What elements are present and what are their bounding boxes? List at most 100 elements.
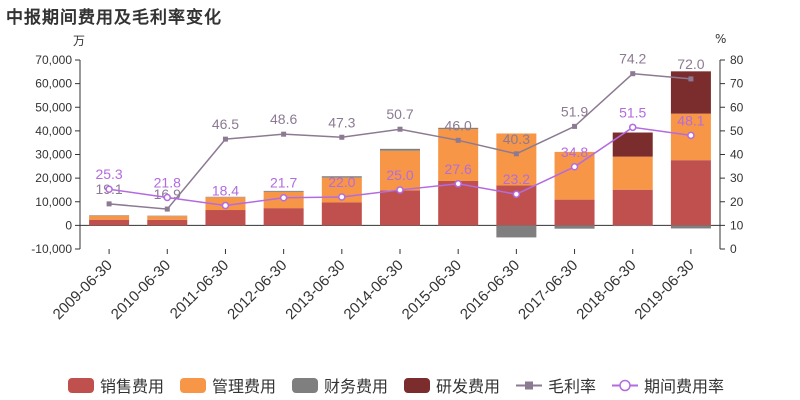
- series-point: [164, 206, 170, 212]
- data-label: 21.8: [154, 174, 181, 190]
- series-point: [339, 134, 345, 140]
- bar-segment: [89, 215, 130, 220]
- data-label: 48.6: [270, 111, 297, 127]
- bar-segment: [380, 190, 420, 226]
- x-axis-tick-label: 2013-06-30: [282, 257, 348, 323]
- legend-item-admin[interactable]: 管理费用: [180, 374, 276, 396]
- series-point: [221, 201, 230, 210]
- bar-segment: [147, 216, 188, 220]
- legend-item-rnd[interactable]: 研发费用: [404, 374, 500, 396]
- bar-segment: [263, 208, 304, 226]
- right-axis-tick-label: 70: [730, 77, 744, 91]
- data-label: 21.7: [270, 175, 297, 191]
- legend-marker-expense-ratio: [612, 379, 638, 391]
- legend-label-finance: 财务费用: [324, 377, 389, 396]
- bar-segment: [670, 160, 711, 226]
- bar-segment: [496, 133, 537, 186]
- legend-swatch-rnd: [404, 377, 430, 393]
- bar-segment: [554, 151, 595, 200]
- left-axis-tick-label: 60,000: [35, 77, 72, 91]
- data-label: 40.3: [503, 131, 530, 147]
- bar-segment: [438, 127, 479, 129]
- left-axis-tick-label: 30,000: [35, 148, 72, 162]
- left-axis-tick-label: 20,000: [35, 171, 72, 185]
- legend-swatch-admin: [180, 377, 206, 393]
- chart-title: 中报期间费用及毛利率变化: [6, 8, 222, 28]
- data-label: 18.4: [212, 183, 239, 199]
- series-point: [338, 193, 346, 201]
- bar-segment: [205, 210, 246, 226]
- series-point: [163, 193, 172, 202]
- bar-segment: [438, 180, 479, 226]
- right-axis-tick-label: 0: [730, 242, 737, 256]
- right-axis-tick-label: 10: [730, 218, 744, 232]
- bar-segment: [380, 148, 420, 151]
- bar-segment: [147, 219, 188, 226]
- series-point: [106, 201, 112, 207]
- bar-segment: [612, 225, 653, 227]
- left-axis-unit: 万: [73, 34, 86, 48]
- data-label: 34.8: [561, 144, 588, 160]
- legend-item-gross-margin[interactable]: 毛利率: [516, 374, 596, 396]
- series-point: [397, 126, 403, 132]
- bar-segment: [321, 176, 362, 178]
- data-label: 47.3: [328, 114, 355, 130]
- data-label: 25.0: [386, 167, 413, 183]
- x-axis-tick-label: 2015-06-30: [399, 257, 465, 323]
- legend-label-rnd: 研发费用: [436, 377, 501, 396]
- right-axis-tick-label: 40: [730, 148, 744, 162]
- left-axis-tick-label: 10,000: [35, 195, 72, 209]
- series-point: [572, 123, 578, 129]
- bar-segment: [612, 189, 653, 226]
- series-point: [628, 123, 637, 132]
- left-axis-tick-label: -10,000: [31, 242, 72, 256]
- series-point: [454, 180, 462, 188]
- left-axis-tick-label: 50,000: [35, 100, 72, 114]
- right-axis-tick-label: 30: [730, 171, 744, 185]
- data-label: 23.2: [503, 171, 530, 187]
- legend-marker-gross-margin: [516, 381, 542, 389]
- series-point: [222, 136, 228, 142]
- series-point: [513, 151, 519, 157]
- right-axis-tick-label: 20: [730, 195, 744, 209]
- bar-segment: [554, 199, 595, 226]
- x-axis-tick-label: 2017-06-30: [515, 257, 581, 323]
- series-point: [688, 76, 694, 82]
- data-label: 25.3: [95, 166, 122, 182]
- x-axis-tick-label: 2012-06-30: [224, 257, 290, 323]
- x-axis-tick-label: 2016-06-30: [457, 257, 523, 323]
- data-label: 51.5: [619, 104, 646, 120]
- legend-label-gross-margin: 毛利率: [548, 377, 597, 396]
- bar-segment: [496, 225, 537, 238]
- bar-segment: [89, 219, 130, 226]
- data-label: 48.1: [677, 112, 704, 128]
- bar-segment: [612, 156, 653, 190]
- legend-item-expense-ratio[interactable]: 期间费用率: [612, 374, 724, 396]
- legend-label-admin: 管理费用: [212, 377, 277, 396]
- data-label: 22.0: [328, 174, 355, 190]
- series-point: [281, 131, 287, 137]
- series-point: [279, 193, 288, 202]
- data-label: 27.6: [445, 161, 472, 177]
- right-axis-tick-label: 50: [730, 124, 744, 138]
- data-label: 51.9: [561, 103, 588, 119]
- data-label: 46.0: [445, 117, 472, 133]
- x-axis-tick-label: 2009-06-30: [50, 257, 116, 323]
- series-point: [512, 190, 521, 198]
- bar-segment: [554, 225, 595, 229]
- right-axis-unit: %: [715, 32, 727, 46]
- legend-item-sales[interactable]: 销售费用: [68, 374, 164, 396]
- left-axis-tick-label: 0: [65, 218, 72, 232]
- series-point: [455, 137, 461, 143]
- legend-label-expense-ratio: 期间费用率: [644, 377, 725, 396]
- x-axis-tick-label: 2014-06-30: [341, 257, 407, 323]
- data-label: 46.5: [212, 116, 239, 132]
- bar-segment: [263, 190, 304, 192]
- series-point: [105, 185, 113, 193]
- legend-item-finance[interactable]: 财务费用: [292, 374, 388, 396]
- left-axis-tick-label: 70,000: [35, 53, 72, 67]
- right-axis-tick-label: 80: [730, 53, 744, 67]
- series-point: [630, 71, 636, 77]
- data-label: 50.7: [386, 106, 413, 122]
